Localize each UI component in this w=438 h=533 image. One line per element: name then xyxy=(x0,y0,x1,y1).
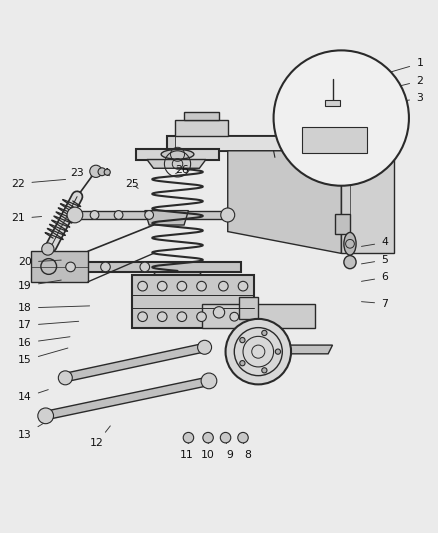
Circle shape xyxy=(219,281,228,291)
Polygon shape xyxy=(166,135,394,151)
Text: 12: 12 xyxy=(90,426,110,448)
Text: 1: 1 xyxy=(370,59,423,78)
Circle shape xyxy=(104,169,110,175)
Circle shape xyxy=(262,330,267,336)
Polygon shape xyxy=(151,269,204,275)
Circle shape xyxy=(203,432,213,443)
Text: 4: 4 xyxy=(361,238,389,247)
Circle shape xyxy=(240,337,245,343)
Polygon shape xyxy=(175,120,228,135)
Text: 16: 16 xyxy=(18,337,70,348)
Circle shape xyxy=(201,373,217,389)
Text: 10: 10 xyxy=(201,441,215,460)
Polygon shape xyxy=(175,136,385,150)
Text: 24: 24 xyxy=(96,168,110,177)
Text: 23: 23 xyxy=(70,168,92,177)
Ellipse shape xyxy=(344,256,356,269)
Circle shape xyxy=(274,51,409,185)
Circle shape xyxy=(114,211,123,220)
Circle shape xyxy=(262,368,267,373)
Polygon shape xyxy=(136,149,219,159)
Circle shape xyxy=(238,281,248,291)
Circle shape xyxy=(221,208,235,222)
Circle shape xyxy=(325,132,340,148)
Text: 19: 19 xyxy=(18,280,61,291)
Text: 7: 7 xyxy=(361,298,389,309)
Circle shape xyxy=(240,360,245,366)
Text: 21: 21 xyxy=(11,214,42,223)
Text: 20: 20 xyxy=(18,257,61,267)
Text: 18: 18 xyxy=(18,303,90,313)
Text: 3: 3 xyxy=(353,93,423,109)
Text: 2: 2 xyxy=(370,76,423,93)
Polygon shape xyxy=(228,151,341,253)
Ellipse shape xyxy=(161,149,194,159)
Ellipse shape xyxy=(344,232,356,255)
Circle shape xyxy=(353,135,364,145)
Polygon shape xyxy=(147,159,206,168)
Text: 11: 11 xyxy=(180,441,193,460)
Polygon shape xyxy=(31,251,88,282)
Circle shape xyxy=(98,168,106,176)
Text: 25: 25 xyxy=(125,179,138,189)
Circle shape xyxy=(197,312,206,321)
Polygon shape xyxy=(145,211,188,225)
Circle shape xyxy=(67,207,83,223)
Circle shape xyxy=(138,312,148,321)
Circle shape xyxy=(145,211,153,220)
Circle shape xyxy=(230,312,239,321)
Polygon shape xyxy=(201,304,315,328)
Circle shape xyxy=(66,262,75,272)
Polygon shape xyxy=(64,343,206,382)
Text: 8: 8 xyxy=(243,441,251,460)
Circle shape xyxy=(198,340,212,354)
Circle shape xyxy=(101,262,110,272)
Circle shape xyxy=(38,408,53,424)
Polygon shape xyxy=(75,211,228,220)
Bar xyxy=(325,100,340,106)
Text: 22: 22 xyxy=(11,179,66,189)
Circle shape xyxy=(220,432,231,443)
Polygon shape xyxy=(184,111,219,120)
Polygon shape xyxy=(302,127,367,153)
Circle shape xyxy=(90,165,102,177)
Circle shape xyxy=(157,312,167,321)
Text: 14: 14 xyxy=(18,390,48,402)
Circle shape xyxy=(157,281,167,291)
Text: 26: 26 xyxy=(175,165,189,175)
Circle shape xyxy=(58,371,72,385)
Text: 9: 9 xyxy=(226,441,233,460)
Circle shape xyxy=(213,306,225,318)
Text: 15: 15 xyxy=(18,348,68,365)
Polygon shape xyxy=(132,275,254,328)
Text: 13: 13 xyxy=(18,423,44,440)
Circle shape xyxy=(226,319,291,384)
Circle shape xyxy=(183,432,194,443)
Polygon shape xyxy=(341,151,394,253)
Circle shape xyxy=(328,74,337,82)
Circle shape xyxy=(177,281,187,291)
Circle shape xyxy=(42,243,54,255)
Circle shape xyxy=(90,211,99,220)
Polygon shape xyxy=(44,376,210,420)
Text: 17: 17 xyxy=(18,320,79,330)
Circle shape xyxy=(140,262,150,272)
Circle shape xyxy=(238,432,248,443)
Polygon shape xyxy=(42,262,241,272)
Text: 5: 5 xyxy=(361,255,389,265)
Text: 6: 6 xyxy=(361,272,389,282)
Circle shape xyxy=(138,281,148,291)
Circle shape xyxy=(177,312,187,321)
Circle shape xyxy=(276,349,281,354)
Polygon shape xyxy=(335,214,350,234)
Polygon shape xyxy=(239,297,258,319)
Polygon shape xyxy=(263,345,332,354)
Circle shape xyxy=(197,281,206,291)
